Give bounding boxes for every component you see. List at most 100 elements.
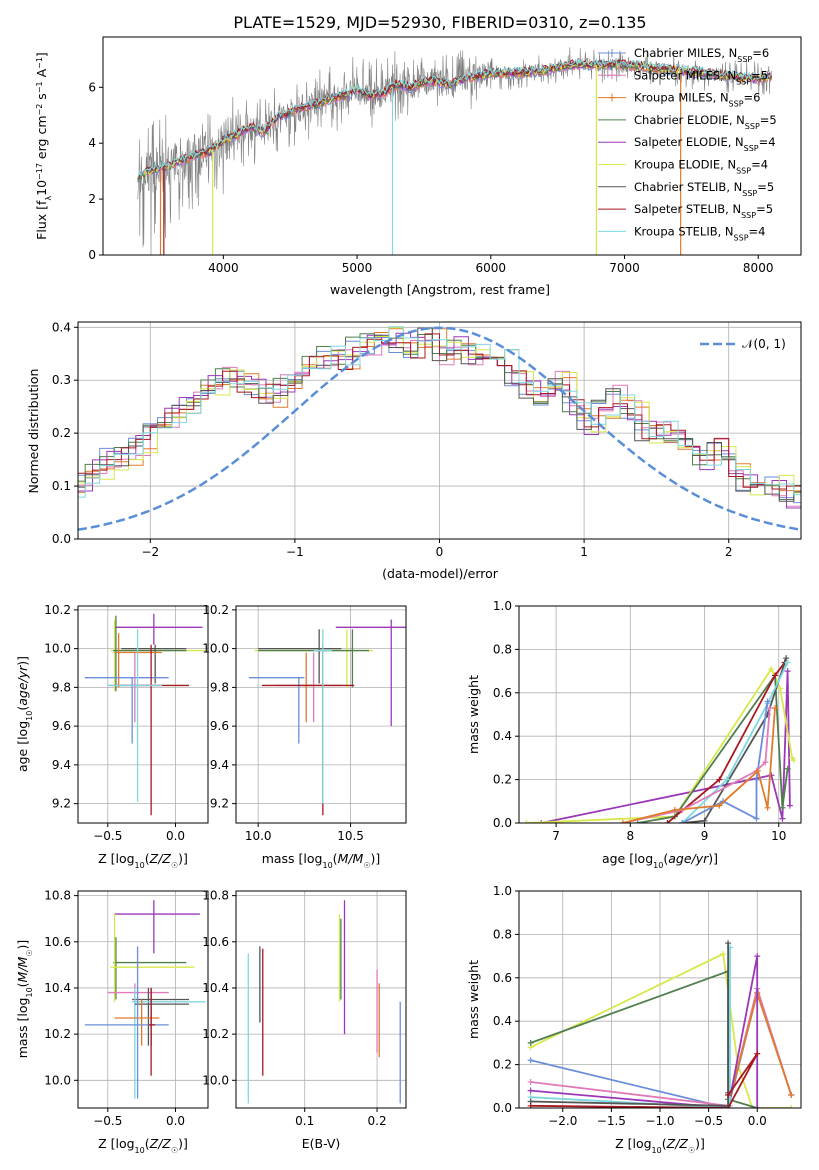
histogram-step — [78, 326, 801, 498]
plot-area — [84, 900, 206, 1099]
massweight-marker — [725, 1091, 732, 1098]
axes-frame — [77, 605, 209, 824]
gridlines — [236, 606, 406, 823]
x-axis-label: wavelength [Angstrom, rest frame] — [330, 282, 550, 297]
plot-area — [523, 655, 797, 823]
massweight-marker — [679, 820, 686, 823]
legend-entry: 𝒩(0, 1) — [742, 337, 786, 351]
massweight-line — [530, 952, 792, 1108]
legend-entry: Salpeter ELODIE, NSSP=4 — [634, 135, 776, 153]
y-tick-label: 9.2 — [52, 797, 71, 811]
legend-marker — [608, 93, 616, 102]
massweight-line — [530, 947, 731, 1108]
x-tick-label: 0.0 — [748, 1114, 767, 1128]
y-tick-label: 10.0 — [202, 1073, 229, 1087]
y-tick-label: 10.2 — [202, 603, 229, 617]
histogram-step — [78, 328, 801, 493]
massweight-marker — [725, 1105, 732, 1108]
gridlines — [78, 606, 208, 823]
massweight-marker — [527, 1087, 534, 1094]
x-axis-label: E(B-V) — [302, 1136, 341, 1151]
x-axis-label: (data-model)/error — [382, 566, 499, 581]
y-axis-label: mass [log10(M/M☉)] — [15, 940, 34, 1059]
massweight-marker — [619, 820, 626, 823]
massweight-marker — [786, 802, 793, 809]
panel-age-vs-mass: 10.0 10.5 9.2 9.4 9.6 9.8 10.0 10.2 mass [log10(… — [202, 603, 407, 870]
massweight-marker — [784, 765, 791, 772]
y-axis-label: Normed distribution — [26, 369, 41, 494]
x-axis-label: age [log10(age/yr)] — [602, 851, 718, 870]
y-tick-label: 10.0 — [202, 642, 229, 656]
massweight-line — [530, 1053, 758, 1108]
x-axis-label: Z [log10(Z/Z☉)] — [98, 851, 188, 870]
massweight-line — [530, 985, 793, 1107]
massweight-marker — [784, 659, 791, 666]
massweight-marker — [788, 1091, 795, 1098]
plot-area — [248, 619, 406, 816]
ticks — [515, 890, 758, 1112]
massweight-marker — [790, 757, 797, 764]
histogram-step — [78, 327, 801, 496]
massweight-marker — [768, 665, 775, 672]
y-tick-label: 0.4 — [52, 320, 71, 334]
y-tick-label: 9.6 — [210, 719, 229, 733]
massweight-marker — [725, 940, 732, 947]
y-tick-label: 10.0 — [44, 1073, 71, 1087]
ticks — [74, 326, 730, 543]
ticks — [99, 86, 759, 259]
massweight-line — [622, 707, 776, 823]
massweight-marker — [772, 704, 779, 711]
y-tick-label: 2 — [88, 192, 96, 206]
x-tick-label: −2 — [141, 545, 159, 559]
y-tick-label: 10.4 — [44, 981, 71, 995]
x-tick-label: 7000 — [609, 261, 640, 275]
x-tick-label: 8 — [626, 829, 634, 843]
legend-marker — [608, 49, 616, 57]
massweight-marker — [754, 953, 761, 960]
y-tick-label: 9.4 — [52, 758, 71, 772]
x-tick-label: 1 — [580, 545, 588, 559]
x-tick-label: 5000 — [342, 261, 373, 275]
normal-curve — [78, 326, 799, 531]
axes-frame — [235, 605, 407, 824]
y-tick-label: 1.0 — [493, 884, 512, 898]
massweight-marker — [527, 1039, 534, 1046]
legend-entry: Kroupa STELIB, NSSP=4 — [634, 224, 765, 242]
massweight-marker — [754, 1050, 761, 1057]
y-tick-label: 9.8 — [210, 680, 229, 694]
y-tick-label: 10.6 — [202, 935, 229, 949]
x-tick-label: 6000 — [476, 261, 507, 275]
y-tick-label: 6 — [88, 80, 96, 94]
y-tick-label: 10.2 — [44, 603, 71, 617]
legend-marker — [608, 71, 616, 80]
massweight-marker — [634, 820, 641, 823]
massweight-marker — [754, 1105, 761, 1108]
axes-frame — [102, 36, 802, 256]
legend-entry: Kroupa ELODIE, NSSP=4 — [634, 158, 768, 176]
y-tick-label: 10.2 — [202, 1027, 229, 1041]
axes-frame — [518, 605, 802, 824]
x-tick-label: −2.0 — [548, 1114, 577, 1128]
x-tick-label: 0 — [436, 545, 444, 559]
panel-mass-vs-EBV: 0.1 0.2 10.0 10.2 10.4 10.6 10.8 E(B-V) — [202, 889, 407, 1151]
y-tick-label: 0.2 — [493, 773, 512, 787]
x-tick-label: 10.5 — [337, 829, 364, 843]
y-tick-label: 10.2 — [44, 1027, 71, 1041]
histogram-step — [78, 333, 801, 500]
y-tick-label: 0.0 — [52, 532, 71, 546]
massweight-line — [526, 667, 795, 823]
x-axis-label: mass [log10(M/M☉)] — [262, 851, 381, 870]
panel-massweight-vs-age: 7 8 9 10 0.0 0.2 0.4 0.6 0.8 1.0 age [log10(age/yr… — [466, 599, 802, 870]
plot-area — [527, 940, 795, 1108]
panel-age-vs-Z: −0.5 0.0 9.2 9.4 9.6 9.8 10.0 10.2 Z [log10(Z/Z☉… — [15, 603, 209, 870]
x-tick-label: −0.5 — [93, 829, 122, 843]
ticks — [74, 895, 176, 1112]
y-tick-label: 9.2 — [210, 797, 229, 811]
massweight-marker — [753, 815, 760, 822]
y-tick-label: 0.0 — [493, 816, 512, 830]
x-tick-label: 0.1 — [295, 1114, 314, 1128]
y-tick-label: 0.1 — [52, 479, 71, 493]
panel-spectrum: 4000 5000 6000 7000 8000 0 2 4 6 Chabrier MILES, … — [34, 36, 802, 297]
x-tick-label: 9 — [701, 829, 709, 843]
